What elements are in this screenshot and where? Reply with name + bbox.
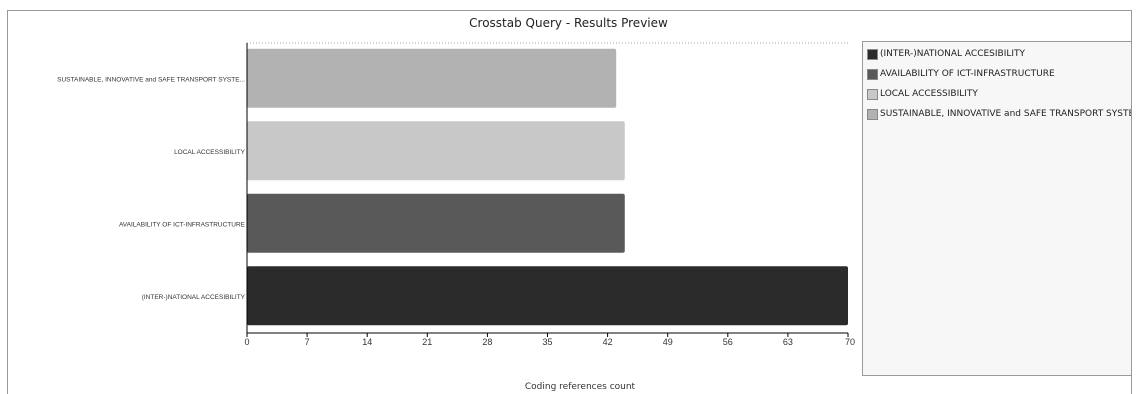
x-tick-label: 56 bbox=[723, 337, 733, 347]
x-tick-label: 63 bbox=[783, 337, 793, 347]
x-tick-label: 0 bbox=[244, 337, 249, 347]
x-axis-label: Coding references count bbox=[524, 382, 636, 392]
legend-swatch bbox=[867, 68, 878, 80]
legend-label: SUSTAINABLE, INNOVATIVE and SAFE TRANSPO… bbox=[880, 109, 1132, 119]
y-tick-label: (INTER-)NATIONAL ACCESIBILITY bbox=[142, 294, 246, 301]
bar-0 bbox=[247, 48, 617, 108]
x-tick-label: 49 bbox=[663, 337, 673, 347]
x-tick-label: 42 bbox=[603, 337, 613, 347]
legend-swatch bbox=[867, 88, 878, 100]
bar-chart: SUSTAINABLE, INNOVATIVE and SAFE TRANSPO… bbox=[57, 42, 855, 347]
bar-1 bbox=[247, 121, 625, 181]
legend-swatch bbox=[867, 108, 878, 120]
x-tick-label: 14 bbox=[362, 337, 372, 347]
chart-title: Crosstab Query - Results Preview bbox=[469, 16, 668, 30]
y-tick-label: SUSTAINABLE, INNOVATIVE and SAFE TRANSPO… bbox=[57, 76, 245, 83]
legend-item[interactable]: (INTER-)NATIONAL ACCESIBILITY bbox=[863, 44, 1131, 64]
x-tick-label: 35 bbox=[542, 337, 552, 347]
x-tick-label: 28 bbox=[482, 337, 492, 347]
legend-label: (INTER-)NATIONAL ACCESIBILITY bbox=[880, 49, 1026, 59]
y-tick-label: AVAILABILITY OF ICT-INFRASTRUCTURE bbox=[119, 221, 246, 228]
legend-swatch bbox=[867, 48, 878, 60]
bar-2 bbox=[247, 193, 625, 253]
chart-legend: (INTER-)NATIONAL ACCESIBILITY AVAILABILIT… bbox=[862, 41, 1132, 376]
x-tick-label: 21 bbox=[422, 337, 432, 347]
legend-item[interactable]: LOCAL ACCESSIBILITY bbox=[863, 84, 1131, 104]
legend-item[interactable]: AVAILABILITY OF ICT-INFRASTRUCTURE bbox=[863, 64, 1131, 84]
y-tick-label: LOCAL ACCESSIBILITY bbox=[174, 149, 246, 156]
bar-3 bbox=[247, 266, 848, 326]
x-tick-label: 70 bbox=[845, 337, 855, 347]
x-tick-label: 7 bbox=[305, 337, 310, 347]
legend-label: AVAILABILITY OF ICT-INFRASTRUCTURE bbox=[880, 69, 1055, 79]
legend-label: LOCAL ACCESSIBILITY bbox=[880, 89, 978, 99]
legend-item[interactable]: SUSTAINABLE, INNOVATIVE and SAFE TRANSPO… bbox=[863, 104, 1131, 124]
